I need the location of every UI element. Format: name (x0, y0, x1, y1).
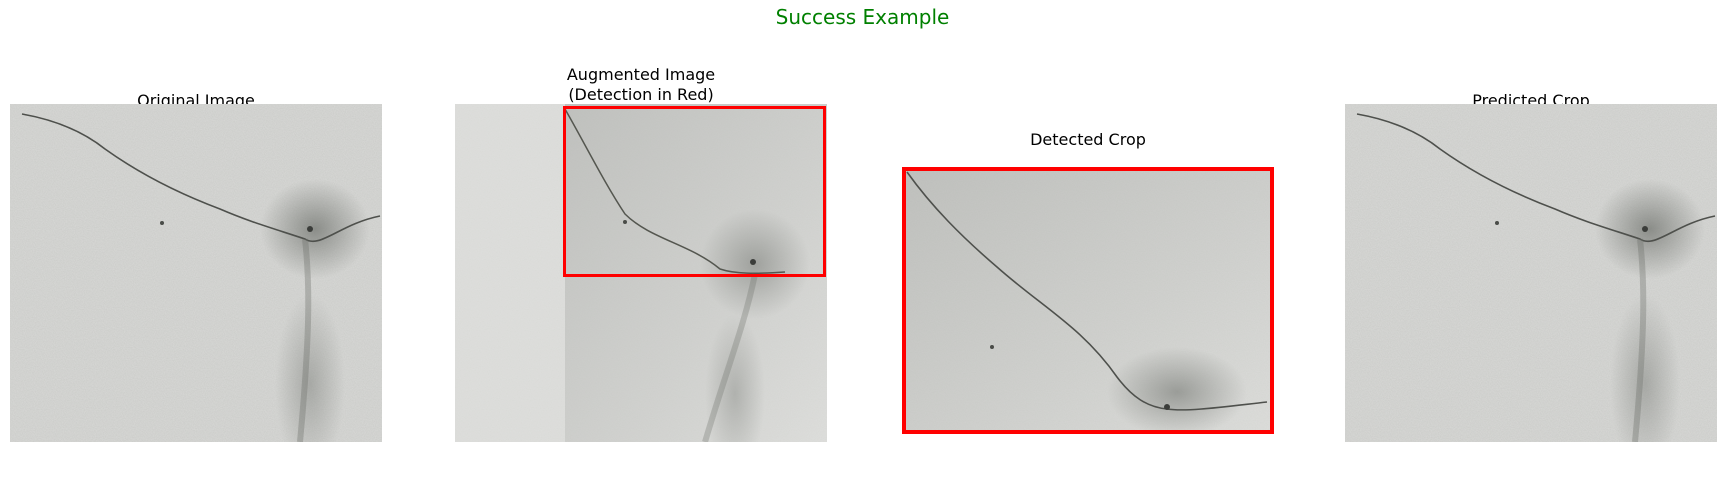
augmented-image (455, 104, 827, 442)
panel-title-augmented: Augmented Image (Detection in Red) (566, 65, 716, 104)
detection-box (563, 106, 826, 277)
detected-crop-border (902, 167, 1274, 434)
panel-title-detected-crop: Detected Crop (1030, 130, 1146, 149)
predicted-crop-image (1345, 104, 1717, 442)
detected-crop-image (902, 167, 1274, 434)
original-image (10, 104, 382, 442)
figure-title: Success Example (775, 5, 950, 29)
